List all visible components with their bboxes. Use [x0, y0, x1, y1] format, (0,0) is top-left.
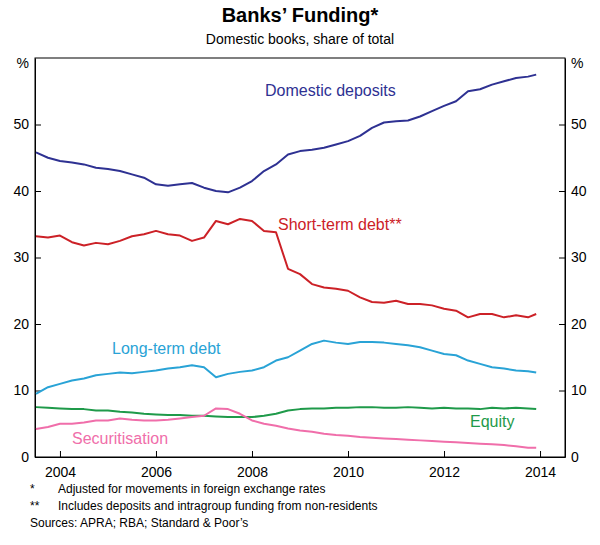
tick-mark [559, 391, 565, 392]
tick-mark [444, 451, 445, 457]
tick-mark [35, 324, 41, 325]
tick-mark [35, 191, 41, 192]
tick: 2012 [429, 451, 460, 480]
tick-label: 20 [571, 316, 587, 332]
tick: 0 [21, 449, 41, 465]
tick-mark [156, 451, 157, 457]
tick-label: 40 [571, 183, 587, 199]
series-line [36, 75, 536, 193]
note-symbol: * [30, 482, 35, 496]
tick-mark [35, 457, 41, 458]
tick-label: 50 [571, 116, 587, 132]
tick-label: 50 [13, 116, 29, 132]
tick: 50 [559, 116, 587, 132]
tick-label: 10 [13, 382, 29, 398]
tick: 40 [559, 183, 587, 199]
series-label: Long-term debt [112, 340, 221, 357]
tick-mark [252, 451, 253, 457]
tick-mark [348, 451, 349, 457]
tick-mark [35, 258, 41, 259]
title: Banks’ Funding* [222, 4, 379, 26]
series-line [36, 341, 536, 394]
series-line [36, 407, 536, 417]
tick-mark [60, 451, 61, 457]
tick-label: 30 [571, 249, 587, 265]
note-text: Includes deposits and intragroup funding… [58, 499, 378, 513]
tick-label: 20 [13, 316, 29, 332]
tick-mark [35, 125, 41, 126]
subtitle: Domestic books, share of total [206, 31, 394, 47]
series-label: Securitisation [72, 430, 168, 447]
tick: 2010 [333, 451, 364, 480]
source: Sources: APRA; RBA; Standard & Poor’s [30, 516, 248, 530]
axis-unit: % [17, 55, 29, 71]
series-label: Domestic deposits [265, 82, 396, 99]
series-label: Equity [470, 413, 514, 430]
tick-mark [540, 451, 541, 457]
tick-label: 0 [571, 449, 579, 465]
tick: 10 [13, 382, 41, 398]
x-axis: 2004 2006 2008 2010 2012 2014 [36, 451, 566, 480]
axis-unit: % [571, 55, 583, 71]
plot-area [36, 75, 536, 448]
note-text: Adjusted for movements in foreign exchan… [58, 482, 325, 496]
tick-mark [559, 258, 565, 259]
tick: 20 [559, 316, 587, 332]
tick-label: 2010 [333, 464, 364, 480]
tick-mark [559, 324, 565, 325]
tick-label: 2006 [141, 464, 172, 480]
note-symbol: ** [30, 499, 40, 513]
tick: 20 [13, 316, 41, 332]
series-line [36, 219, 536, 317]
axis-line [565, 59, 566, 458]
axis-line [36, 457, 566, 458]
tick: 10 [559, 382, 587, 398]
plot-frame [35, 58, 565, 457]
tick: 50 [13, 116, 41, 132]
tick-label: 30 [13, 249, 29, 265]
tick: 40 [13, 183, 41, 199]
tick: 2008 [237, 451, 268, 480]
tick-mark [559, 125, 565, 126]
y-axis-right: 0 10 20 30 40 50 [559, 59, 587, 465]
tick: 30 [13, 249, 41, 265]
tick-mark [559, 457, 565, 458]
tick: 0 [559, 449, 579, 465]
tick: 2006 [141, 451, 172, 480]
tick-label: 2004 [45, 464, 76, 480]
y-axis-left: 0 10 20 30 40 50 [13, 59, 41, 465]
tick-label: 0 [21, 449, 29, 465]
tick: 2014 [525, 451, 556, 480]
chart: Banks’ Funding* Domestic books, share of … [0, 0, 600, 545]
tick-mark [559, 191, 565, 192]
series-line [36, 408, 536, 447]
tick: 2004 [45, 451, 76, 480]
tick-label: 2012 [429, 464, 460, 480]
tick-label: 40 [13, 183, 29, 199]
tick-label: 10 [571, 382, 587, 398]
tick: 30 [559, 249, 587, 265]
tick-label: 2008 [237, 464, 268, 480]
tick-label: 2014 [525, 464, 556, 480]
series-label: Short-term debt** [278, 216, 402, 233]
